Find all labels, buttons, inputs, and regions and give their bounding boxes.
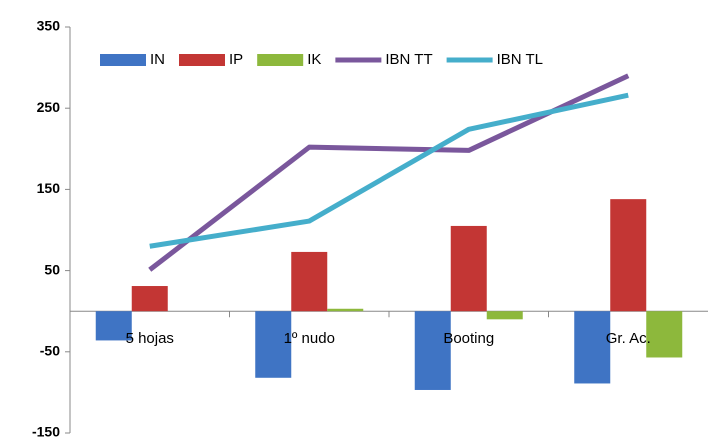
legend-swatch	[257, 54, 304, 66]
legend-swatch	[100, 54, 146, 66]
bar	[646, 311, 683, 358]
bar	[610, 199, 647, 312]
bar	[327, 308, 364, 312]
bar	[574, 311, 611, 384]
legend-swatch	[179, 54, 225, 66]
bar	[291, 251, 328, 312]
x-tick-label: 5 hojas	[126, 330, 174, 347]
x-tick-label: Booting	[443, 330, 494, 347]
legend-label: IK	[307, 51, 321, 68]
legend-label: IBN TT	[385, 51, 432, 68]
y-tick-label: 350	[37, 18, 61, 34]
x-tick-label: Gr. Ac.	[606, 330, 651, 347]
y-tick-label: -150	[32, 424, 60, 440]
bar	[450, 225, 487, 312]
line	[149, 92, 629, 249]
legend-label: IP	[229, 51, 243, 68]
bar	[414, 311, 451, 390]
x-tick-label: 1º nudo	[284, 330, 335, 347]
y-tick-label: 250	[37, 99, 61, 115]
bar	[131, 286, 168, 312]
legend-label: IN	[150, 51, 165, 68]
legend-label: IBN TL	[497, 51, 543, 68]
bar	[95, 311, 132, 341]
bar	[486, 311, 523, 320]
bar	[255, 311, 292, 378]
y-tick-label: 50	[44, 261, 60, 277]
y-tick-label: 150	[37, 180, 61, 196]
y-tick-label: -50	[40, 343, 60, 359]
